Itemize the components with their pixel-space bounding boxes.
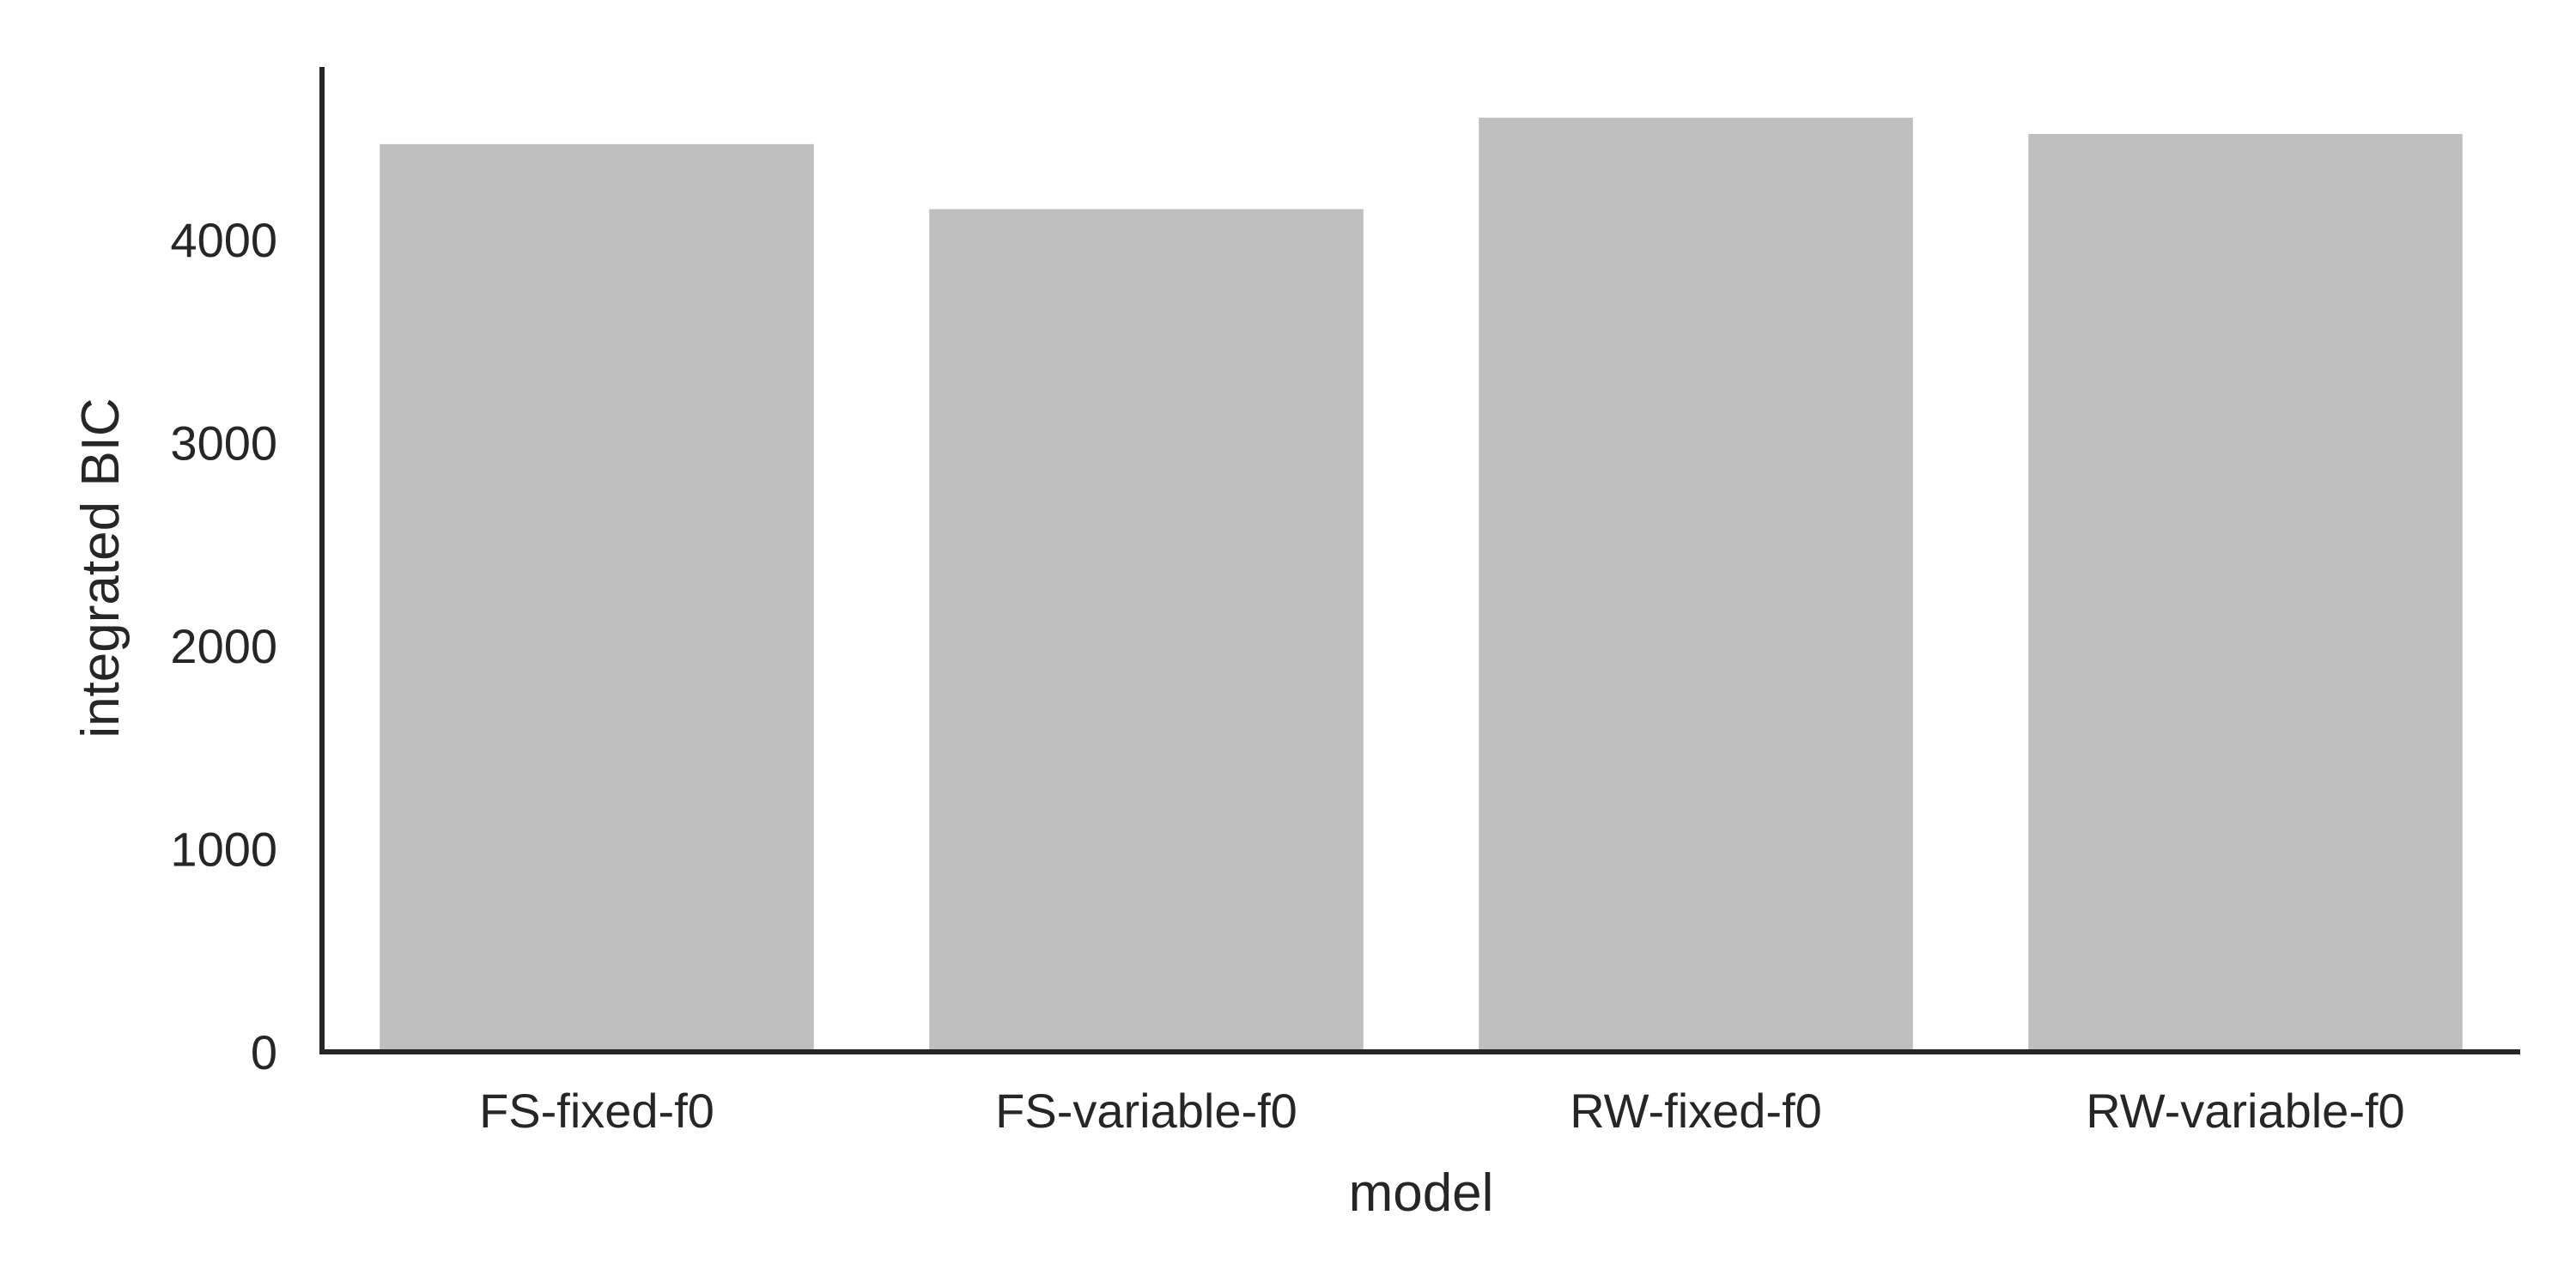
y-tick-label: 1000 — [170, 823, 277, 877]
y-tick-label: 4000 — [170, 213, 277, 267]
x-tick-label: RW-fixed-f0 — [1570, 1084, 1822, 1138]
bar-rw-variable-f0 — [2028, 134, 2463, 1052]
y-tick-label: 0 — [251, 1025, 277, 1079]
y-tick-label: 2000 — [170, 619, 277, 673]
bar-fs-fixed-f0 — [380, 143, 814, 1052]
bars — [380, 118, 2463, 1052]
x-axis-ticks: FS-fixed-f0 FS-variable-f0 RW-fixed-f0 RW-v… — [479, 1084, 2405, 1138]
bar-rw-fixed-f0 — [1479, 118, 1913, 1052]
y-axis-title: integrated BIC — [71, 398, 131, 738]
x-tick-label: FS-fixed-f0 — [479, 1084, 714, 1138]
x-tick-label: RW-variable-f0 — [2086, 1084, 2404, 1138]
y-axis-ticks: 0 1000 2000 3000 4000 — [170, 213, 277, 1079]
x-tick-label: FS-variable-f0 — [995, 1084, 1297, 1138]
x-axis-title: model — [1349, 1163, 1494, 1223]
y-tick-label: 3000 — [170, 416, 277, 471]
bar-fs-variable-f0 — [929, 209, 1364, 1052]
